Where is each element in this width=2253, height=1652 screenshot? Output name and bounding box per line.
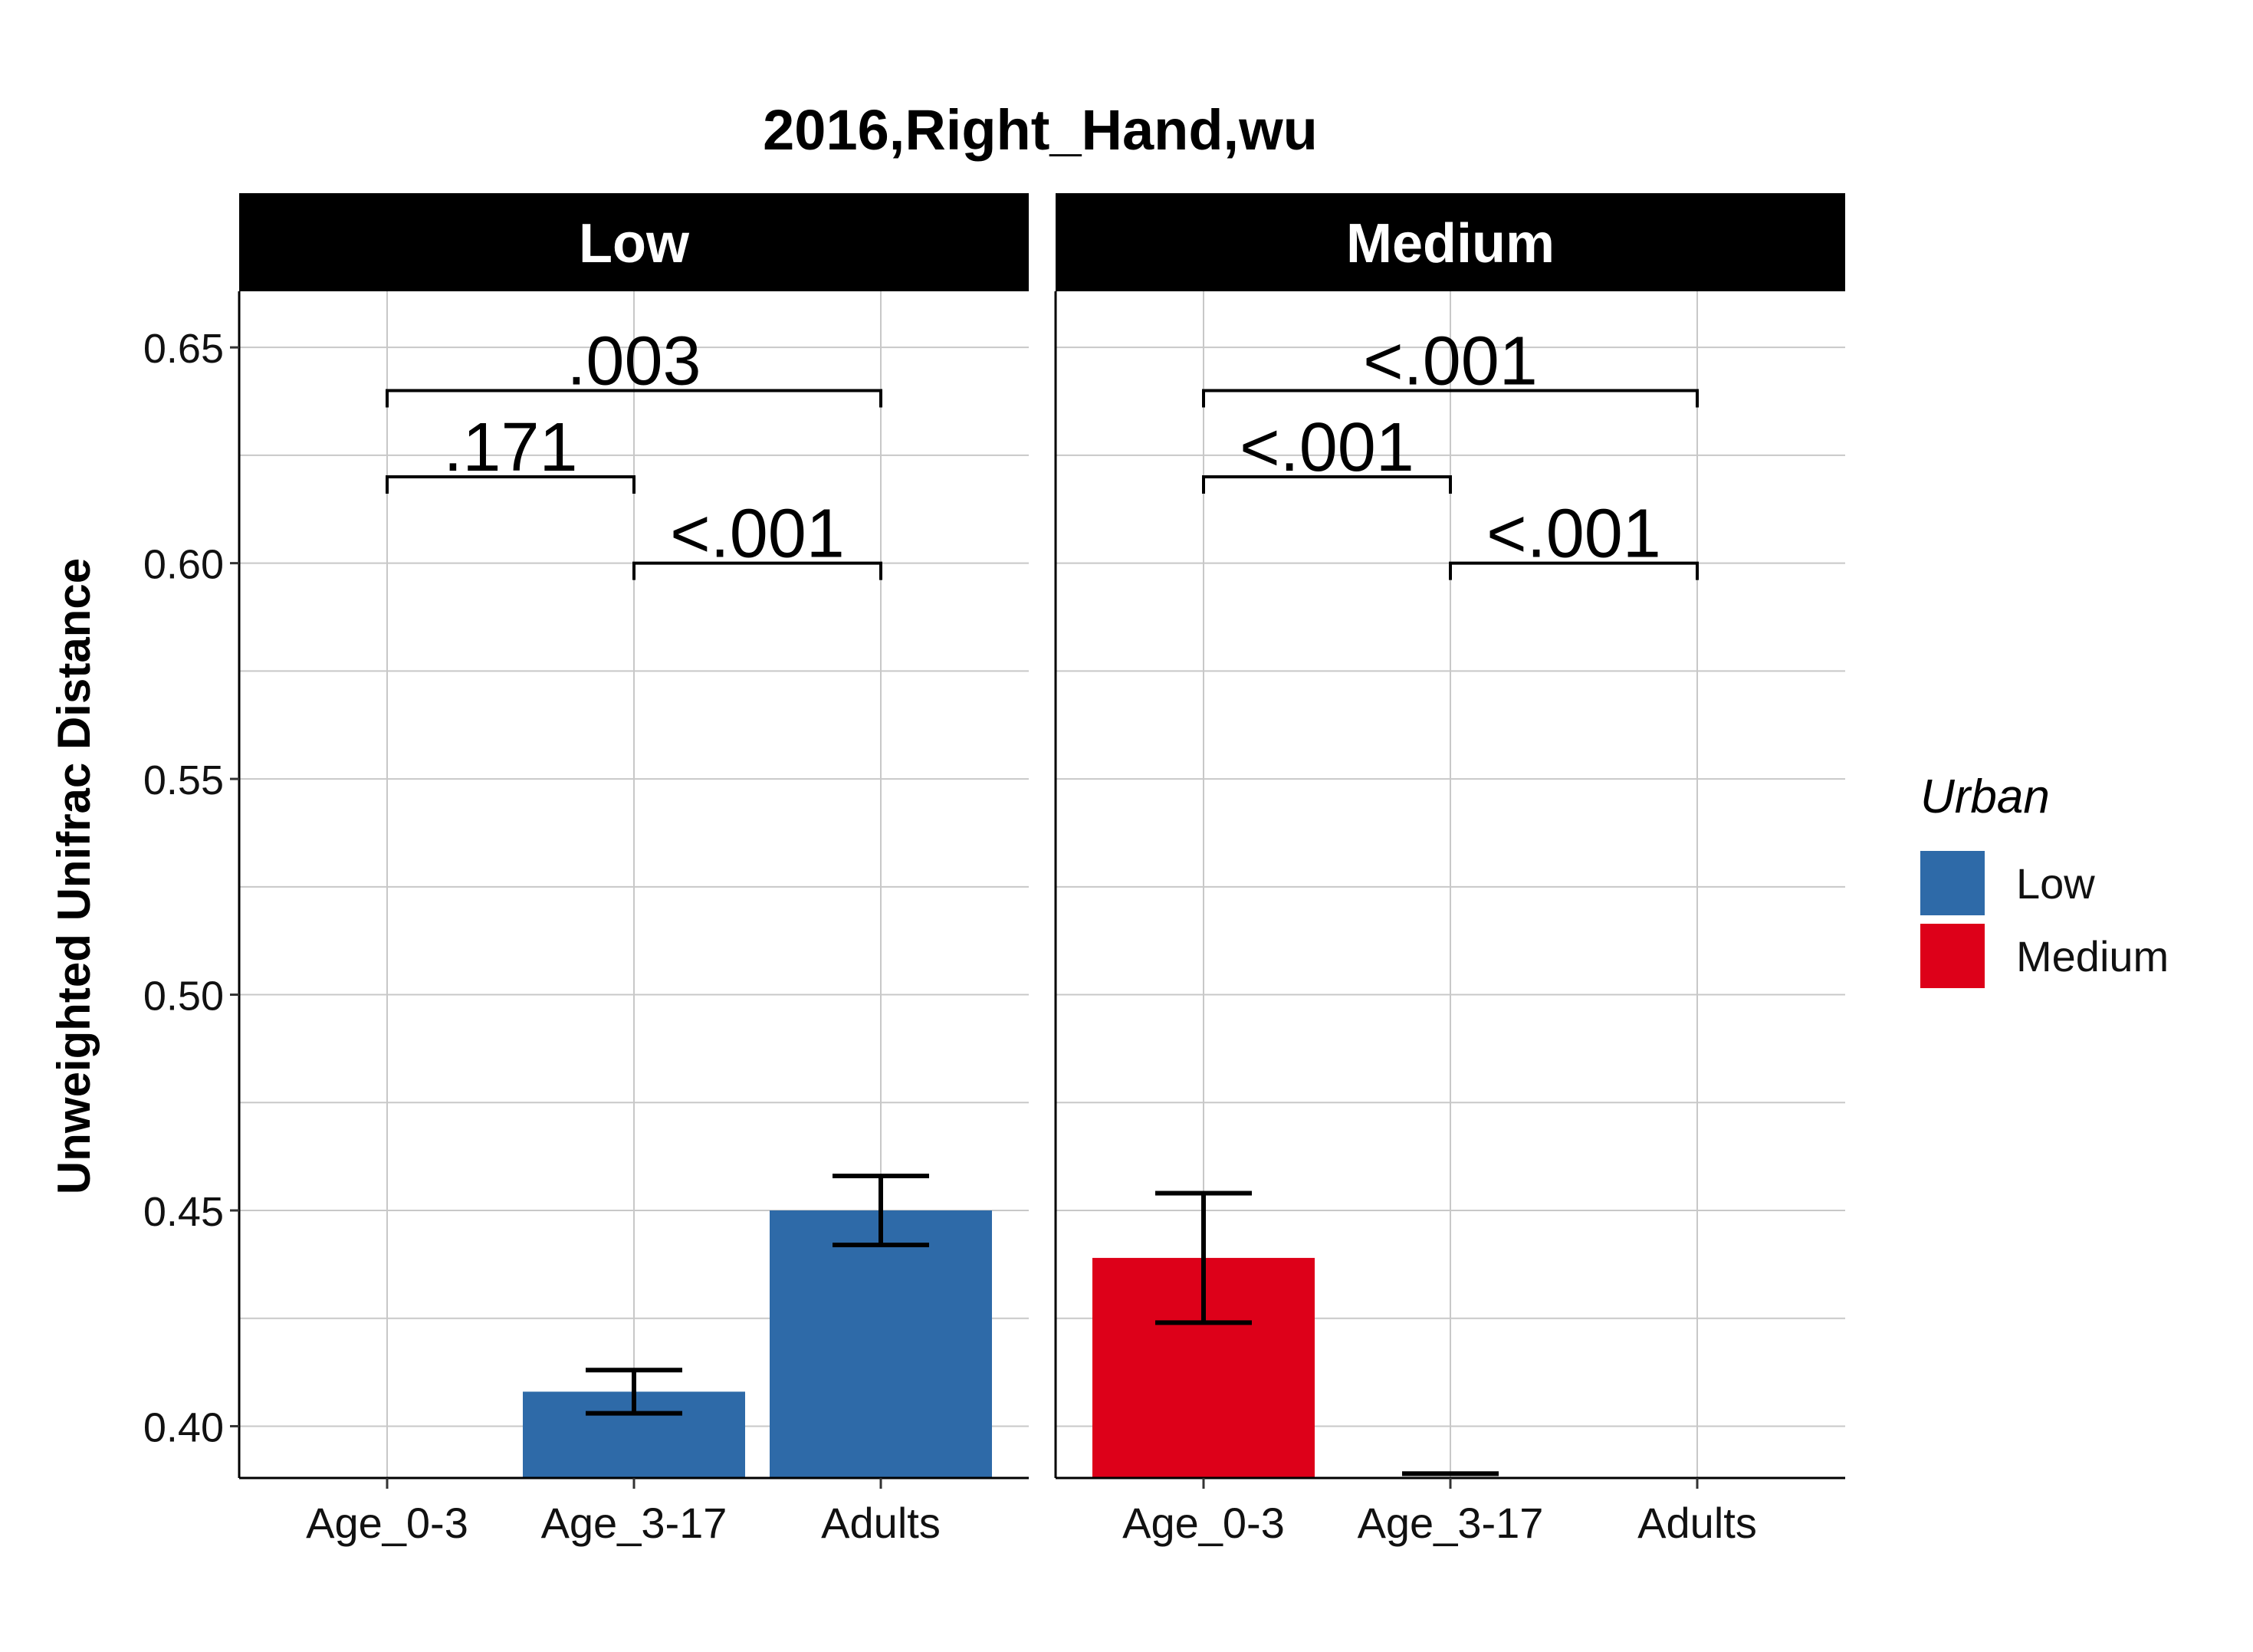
significance-bracket	[632, 561, 882, 580]
p-value-label: .003	[567, 323, 701, 399]
significance-bracket	[1202, 475, 1452, 494]
facet-strip-label: Low	[579, 213, 690, 274]
x-tick-label: Age_0-3	[1122, 1499, 1285, 1547]
bar	[770, 1210, 992, 1478]
legend-label: Medium	[2016, 932, 2169, 980]
facet-strip	[239, 193, 1029, 291]
p-value-label: <.001	[1240, 409, 1414, 486]
x-tick-label: Age_0-3	[306, 1499, 468, 1547]
facet-strip-label: Medium	[1346, 213, 1555, 274]
p-value-label: <.001	[670, 496, 845, 573]
y-tick-label: 0.60	[143, 542, 224, 588]
y-tick-label: 0.50	[143, 974, 224, 1020]
facet-strip	[1056, 193, 1845, 291]
y-tick-label: 0.65	[143, 326, 224, 372]
legend: Urban Low Medium	[1920, 770, 2169, 988]
significance-bracket	[1449, 561, 1699, 580]
significance-bracket	[1202, 389, 1699, 408]
p-value-label: .171	[443, 409, 577, 486]
chart-title: 2016,Right_Hand,wu	[763, 98, 1318, 162]
x-tick-label: Adults	[821, 1499, 941, 1547]
legend-swatch	[1920, 851, 1985, 915]
significance-bracket	[386, 475, 636, 494]
y-axis: 0.40 0.45 0.50 0.55 0.60 0.65	[143, 326, 239, 1450]
legend-swatch	[1920, 924, 1985, 988]
y-tick-label: 0.40	[143, 1404, 224, 1450]
y-tick-label: 0.45	[143, 1189, 224, 1235]
p-value-label: <.001	[1363, 323, 1538, 399]
y-tick-label: 0.55	[143, 757, 224, 803]
x-tick-label: Age_3-17	[541, 1499, 727, 1547]
significance-bracket	[386, 389, 882, 408]
y-axis-label: Unweighted Unifrac Distance	[48, 558, 100, 1194]
p-value-label: <.001	[1486, 496, 1661, 573]
panel-medium: Medium Age_0-3 Age_3-17 Adults <.001 <.001 <.0…	[1054, 193, 1845, 1547]
panel-low: Low Age_0-3 Age_3-17 Adults .003 .171 <.001	[238, 193, 1029, 1547]
x-tick-label: Adults	[1637, 1499, 1757, 1547]
legend-title: Urban	[1920, 770, 2050, 823]
legend-label: Low	[2016, 859, 2095, 908]
legend-items: Low Medium	[1920, 851, 2169, 988]
x-tick-label: Age_3-17	[1358, 1499, 1544, 1547]
